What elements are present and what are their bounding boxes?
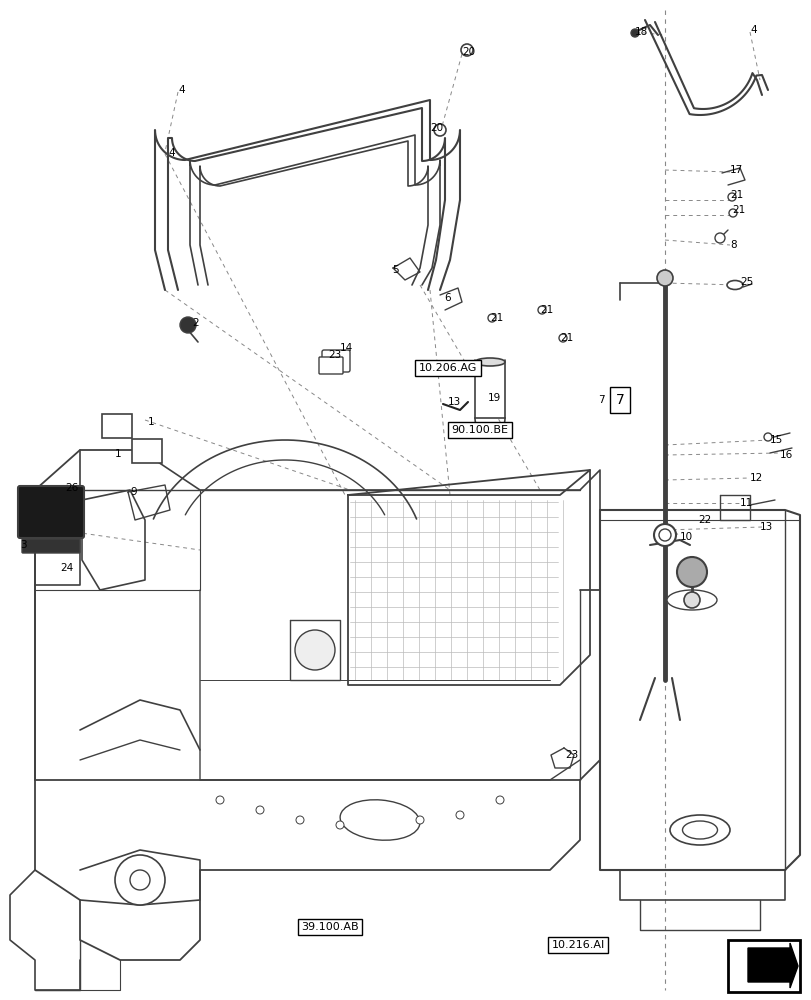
Circle shape	[558, 334, 566, 342]
Text: 22: 22	[697, 515, 710, 525]
Text: 6: 6	[444, 293, 450, 303]
FancyBboxPatch shape	[132, 439, 162, 463]
Text: 5: 5	[392, 265, 398, 275]
Circle shape	[296, 816, 303, 824]
Circle shape	[336, 821, 344, 829]
Text: 1: 1	[115, 449, 122, 459]
FancyBboxPatch shape	[22, 539, 80, 553]
Circle shape	[456, 811, 463, 819]
Circle shape	[630, 29, 638, 37]
Text: 4: 4	[178, 85, 184, 95]
Ellipse shape	[669, 815, 729, 845]
Circle shape	[216, 796, 224, 804]
Text: 20: 20	[430, 123, 443, 133]
Ellipse shape	[726, 280, 742, 290]
Polygon shape	[747, 943, 797, 988]
Ellipse shape	[682, 821, 717, 839]
Circle shape	[433, 124, 445, 136]
Text: 21: 21	[731, 205, 744, 215]
Text: 16: 16	[779, 450, 792, 460]
Text: 20: 20	[461, 47, 474, 57]
Text: 21: 21	[539, 305, 552, 315]
Circle shape	[727, 193, 735, 201]
Text: 21: 21	[489, 313, 503, 323]
Text: 1: 1	[148, 417, 154, 427]
Text: 10.206.AG: 10.206.AG	[418, 363, 477, 373]
Circle shape	[656, 270, 672, 286]
Circle shape	[294, 630, 335, 670]
FancyBboxPatch shape	[18, 486, 84, 538]
Text: 39.100.AB: 39.100.AB	[301, 922, 358, 932]
Circle shape	[415, 816, 423, 824]
Text: 10: 10	[679, 532, 693, 542]
FancyBboxPatch shape	[102, 414, 132, 438]
FancyBboxPatch shape	[322, 350, 350, 372]
Text: 11: 11	[739, 498, 753, 508]
FancyBboxPatch shape	[319, 357, 342, 374]
FancyBboxPatch shape	[727, 940, 799, 992]
Text: 24: 24	[60, 563, 73, 573]
Text: 10.216.AI: 10.216.AI	[551, 940, 604, 950]
Text: 19: 19	[487, 393, 500, 403]
Text: 4: 4	[749, 25, 756, 35]
Circle shape	[115, 855, 165, 905]
Text: 23: 23	[328, 350, 341, 360]
Circle shape	[683, 592, 699, 608]
Circle shape	[763, 433, 771, 441]
Text: 21: 21	[729, 190, 742, 200]
Text: 4: 4	[168, 148, 174, 158]
Bar	[474, 360, 504, 418]
Text: 26: 26	[65, 483, 78, 493]
Text: 7: 7	[615, 393, 624, 407]
Text: 23: 23	[564, 750, 577, 760]
Circle shape	[461, 44, 473, 56]
Text: 14: 14	[340, 343, 353, 353]
Text: 18: 18	[634, 27, 647, 37]
Ellipse shape	[659, 529, 670, 541]
Text: 13: 13	[759, 522, 772, 532]
Circle shape	[538, 306, 545, 314]
Circle shape	[714, 233, 724, 243]
Ellipse shape	[666, 590, 716, 610]
Text: 13: 13	[448, 397, 461, 407]
Circle shape	[496, 796, 504, 804]
Text: 8: 8	[729, 240, 736, 250]
Circle shape	[728, 209, 736, 217]
Text: 9: 9	[130, 487, 136, 497]
Circle shape	[130, 870, 150, 890]
Circle shape	[255, 806, 264, 814]
Text: 7: 7	[597, 395, 604, 405]
Ellipse shape	[340, 800, 419, 840]
Text: 2: 2	[191, 318, 199, 328]
Text: 12: 12	[749, 473, 762, 483]
Text: 21: 21	[560, 333, 573, 343]
Text: 15: 15	[769, 435, 783, 445]
Circle shape	[676, 557, 706, 587]
Text: 17: 17	[729, 165, 742, 175]
Ellipse shape	[653, 524, 676, 546]
Text: 3: 3	[20, 540, 27, 550]
Circle shape	[487, 314, 496, 322]
Circle shape	[180, 317, 195, 333]
Text: 25: 25	[739, 277, 753, 287]
Ellipse shape	[474, 358, 504, 366]
Text: 90.100.BE: 90.100.BE	[451, 425, 508, 435]
